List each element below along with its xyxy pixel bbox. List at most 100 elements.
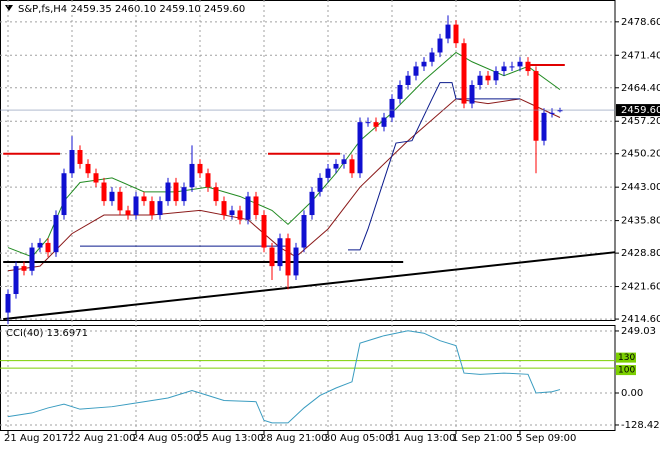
candle-body — [373, 122, 379, 127]
candle-body — [557, 110, 563, 112]
candle-body — [365, 122, 371, 124]
candle-body — [437, 38, 443, 53]
candle-body — [477, 75, 483, 85]
level-tag — [616, 365, 636, 376]
x-tick-label: 24 Aug 05:00 — [132, 433, 199, 444]
y-tick-label: 2457.20 — [621, 116, 660, 127]
candle-body — [53, 215, 59, 253]
candle-body — [77, 150, 83, 164]
candle-body — [117, 191, 123, 211]
candle-body — [37, 242, 43, 248]
y-tick-label: 2478.60 — [621, 17, 660, 28]
candle-body — [301, 215, 307, 248]
candle-body — [29, 247, 35, 271]
candle-body — [5, 293, 11, 313]
candle-body — [501, 66, 507, 72]
x-tick-label: 25 Aug 13:00 — [196, 433, 263, 444]
y-tick-label: 249.03 — [621, 326, 656, 337]
chart-title: S&P,fs,H4 2459.35 2460.10 2459.10 2459.6… — [18, 4, 245, 15]
x-tick-label: 21 Aug 2017 — [4, 433, 68, 444]
candle-body — [493, 71, 499, 81]
panel-frame — [0, 0, 616, 321]
candle-body — [549, 112, 555, 114]
candle-body — [133, 196, 139, 216]
candle-body — [469, 84, 475, 104]
candle-body — [269, 247, 275, 267]
candle-body — [21, 266, 27, 271]
candle-body — [205, 173, 211, 188]
candle-body — [389, 98, 395, 118]
candle-body — [221, 201, 227, 216]
indicator-line — [80, 82, 520, 251]
candle-body — [125, 210, 131, 216]
y-tick-label: 2471.40 — [621, 50, 660, 61]
x-tick-label: 22 Aug 21:00 — [68, 433, 135, 444]
candle-body — [109, 191, 115, 202]
x-tick-label: 1 Sep 21:00 — [452, 433, 512, 444]
candle-body — [541, 112, 547, 141]
x-tick-label: 5 Sep 09:00 — [516, 433, 576, 444]
y-tick-label: 2464.40 — [621, 83, 660, 94]
candle-body — [325, 168, 331, 178]
level-line — [3, 251, 616, 321]
candle-body — [69, 150, 75, 174]
candle-body — [461, 43, 467, 104]
candle-body — [141, 196, 147, 202]
candle-body — [317, 177, 323, 192]
candle-body — [525, 61, 531, 72]
candle-body — [245, 196, 251, 220]
candle-body — [445, 24, 451, 39]
menu-arrow — [5, 5, 13, 11]
candle-body — [253, 196, 259, 216]
candle-body — [285, 238, 291, 276]
candle-body — [421, 61, 427, 67]
candle-body — [165, 182, 171, 202]
x-tick-label: 31 Aug 13:00 — [388, 433, 455, 444]
cci-line — [7, 330, 561, 424]
candle-body — [277, 238, 283, 267]
level-label: 100 — [618, 366, 635, 376]
candle-body — [85, 163, 91, 174]
candle-body — [429, 52, 435, 62]
level-tag — [616, 352, 636, 363]
candle-body — [397, 84, 403, 99]
candle-body — [309, 191, 315, 216]
candle-body — [13, 266, 19, 294]
level-label: 130 — [618, 353, 635, 363]
candle-body — [341, 159, 347, 164]
candle-body — [189, 163, 195, 188]
candle-body — [181, 187, 187, 202]
candle-body — [213, 187, 219, 202]
x-tick-label: 30 Aug 05:00 — [324, 433, 391, 444]
price-tag — [616, 104, 660, 117]
candle-body — [149, 201, 155, 216]
y-tick-label: 2428.80 — [621, 248, 660, 259]
candle-body — [101, 182, 107, 202]
candle-body — [333, 163, 339, 169]
y-tick-label: 0.00 — [621, 388, 643, 399]
candle-body — [453, 24, 459, 44]
candle-body — [173, 182, 179, 202]
candle-body — [61, 173, 67, 216]
price-tag-label: 2459.60 — [621, 105, 660, 116]
panel-frame — [0, 325, 616, 431]
candle-body — [237, 210, 243, 220]
candle-body — [509, 66, 515, 68]
candle-body — [517, 61, 523, 67]
x-tick-label: 28 Aug 21:00 — [260, 433, 327, 444]
y-tick-label: 2435.80 — [621, 216, 660, 227]
candle-body — [485, 75, 491, 81]
candle-body — [261, 215, 267, 248]
candle-body — [45, 242, 51, 253]
y-tick-label: -128.4224 — [621, 420, 660, 431]
candle-body — [197, 163, 203, 174]
y-tick-label: 2421.60 — [621, 282, 660, 293]
candle-body — [381, 117, 387, 127]
y-tick-label: 2450.20 — [621, 149, 660, 160]
y-tick-label: 2414.60 — [621, 314, 660, 325]
candle-body — [405, 75, 411, 85]
candle-body — [157, 201, 163, 216]
candle-body — [533, 71, 539, 141]
